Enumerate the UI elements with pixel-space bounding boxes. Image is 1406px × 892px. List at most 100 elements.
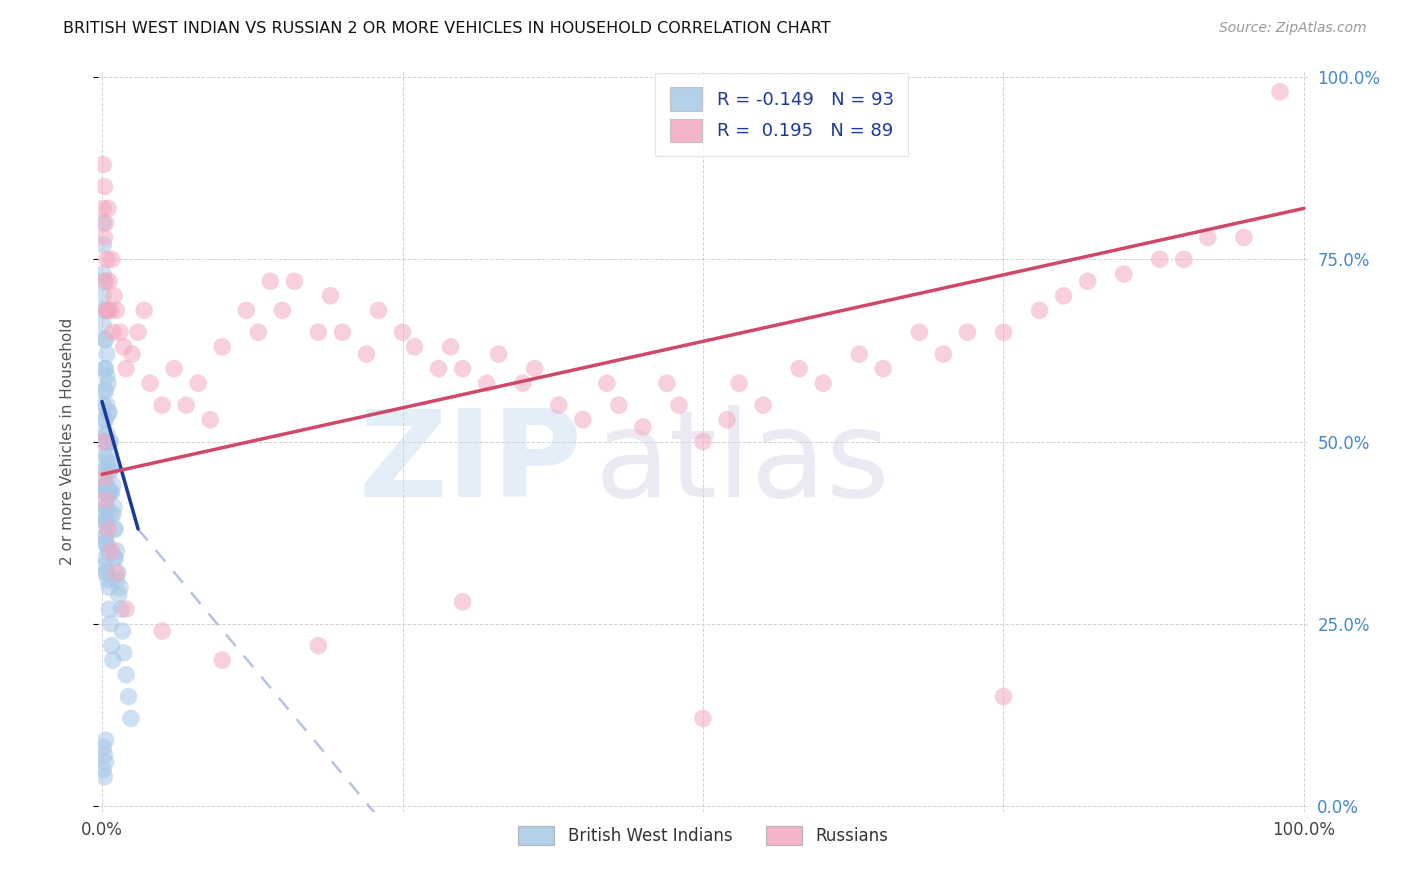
Point [97, 457, 120, 471]
Point [96, 252, 118, 267]
Point [631, 420, 654, 434]
Point [596, 376, 619, 391]
Point [1077, 274, 1099, 288]
Point [848, 347, 870, 361]
Point [547, 398, 569, 412]
Point [103, 522, 125, 536]
Point [96, 449, 118, 463]
Point [91, 740, 114, 755]
Point [104, 551, 127, 566]
Point [93, 478, 115, 492]
Point [94, 551, 117, 566]
Point [115, 602, 138, 616]
Point [94, 464, 117, 478]
Point [91, 427, 114, 442]
Point [93, 361, 115, 376]
Point [93, 230, 115, 244]
Point [91, 202, 114, 216]
Point [132, 303, 155, 318]
Point [391, 325, 413, 339]
Point [93, 179, 115, 194]
Point [108, 580, 131, 594]
Point [105, 573, 128, 587]
Legend: British West Indians, Russians: British West Indians, Russians [510, 819, 896, 852]
Point [523, 361, 546, 376]
Point [98, 434, 121, 449]
Point [235, 303, 257, 318]
Point [100, 485, 122, 500]
Point [97, 303, 120, 318]
Point [112, 340, 135, 354]
Point [93, 464, 115, 478]
Point [93, 529, 115, 543]
Point [94, 412, 117, 426]
Point [120, 711, 142, 725]
Text: BRITISH WEST INDIAN VS RUSSIAN 2 OR MORE VEHICLES IN HOUSEHOLD CORRELATION CHART: BRITISH WEST INDIAN VS RUSSIAN 2 OR MORE… [63, 21, 831, 36]
Point [94, 303, 117, 318]
Point [100, 508, 122, 522]
Point [94, 274, 117, 288]
Point [187, 376, 209, 391]
Point [97, 485, 120, 500]
Point [94, 361, 117, 376]
Point [404, 340, 426, 354]
Point [655, 376, 678, 391]
Point [108, 325, 131, 339]
Point [307, 639, 329, 653]
Point [93, 449, 115, 463]
Point [211, 653, 233, 667]
Point [97, 434, 120, 449]
Point [150, 624, 173, 638]
Point [1112, 267, 1135, 281]
Point [692, 434, 714, 449]
Point [96, 303, 118, 318]
Point [427, 361, 450, 376]
Point [105, 303, 128, 318]
Point [932, 347, 955, 361]
Point [271, 303, 294, 318]
Point [111, 624, 134, 638]
Point [94, 755, 117, 769]
Point [908, 325, 931, 339]
Point [96, 368, 118, 383]
Point [367, 303, 389, 318]
Point [100, 639, 122, 653]
Point [121, 347, 143, 361]
Point [150, 398, 173, 412]
Point [94, 216, 117, 230]
Point [93, 558, 115, 573]
Point [100, 544, 122, 558]
Point [100, 252, 122, 267]
Point [98, 485, 121, 500]
Point [91, 763, 114, 777]
Point [93, 471, 115, 485]
Point [117, 690, 139, 704]
Point [1233, 230, 1256, 244]
Point [91, 434, 114, 449]
Point [439, 340, 461, 354]
Point [94, 500, 117, 515]
Point [97, 573, 120, 587]
Point [91, 216, 114, 230]
Point [96, 347, 118, 361]
Point [572, 412, 595, 426]
Point [94, 434, 117, 449]
Point [105, 566, 128, 580]
Point [93, 274, 115, 288]
Point [96, 515, 118, 529]
Point [96, 398, 118, 412]
Point [115, 667, 138, 681]
Point [108, 588, 131, 602]
Point [607, 398, 630, 412]
Point [98, 405, 121, 419]
Point [993, 325, 1015, 339]
Point [174, 398, 197, 412]
Point [451, 595, 474, 609]
Point [1052, 289, 1074, 303]
Point [752, 398, 775, 412]
Point [1268, 85, 1291, 99]
Point [96, 478, 118, 492]
Text: ZIP: ZIP [359, 405, 582, 522]
Point [93, 412, 115, 426]
Point [475, 376, 498, 391]
